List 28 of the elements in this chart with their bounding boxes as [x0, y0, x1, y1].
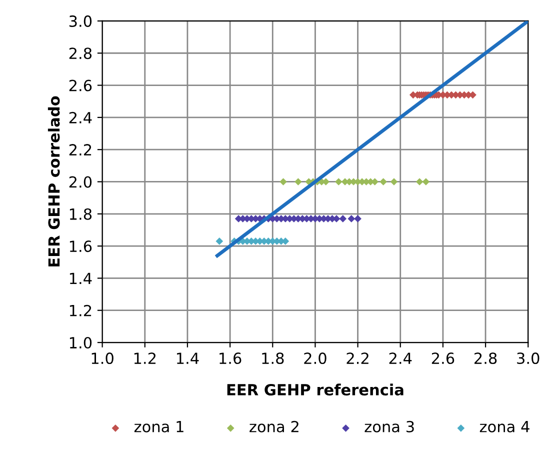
- y-axis-title: EER GEHP correlado: [48, 96, 60, 266]
- y-tick-label: 2.4: [69, 112, 92, 124]
- legend-label: zona 3: [364, 420, 414, 432]
- x-tick-label: 2.6: [432, 352, 454, 364]
- y-tick-label: 1.6: [70, 240, 92, 252]
- x-tick-label: 1.8: [262, 352, 284, 364]
- x-tick-label: 2.0: [304, 352, 326, 364]
- x-tick-label: 1.2: [134, 352, 156, 364]
- legend-label: zona 2: [250, 420, 298, 432]
- y-tick-label: 3.0: [69, 15, 92, 27]
- x-tick-label: 3.0: [517, 352, 540, 364]
- x-tick-label: 2.4: [389, 352, 412, 364]
- y-tick-label: 2.8: [69, 48, 92, 60]
- legend-label: zona 4: [480, 421, 530, 432]
- y-tick-label: 2.6: [69, 80, 92, 92]
- x-axis-title: EER GEHP referencia: [227, 384, 404, 396]
- y-tick-label: 2.0: [69, 176, 92, 188]
- x-tick-label: 1.4: [176, 352, 199, 364]
- y-tick-label: 1.2: [70, 304, 92, 316]
- x-tick-label: 1.6: [220, 352, 242, 364]
- y-tick-label: 1.4: [70, 272, 92, 284]
- legend-label: zona 1: [134, 421, 184, 432]
- y-tick-label: 1.0: [70, 336, 92, 349]
- x-tick-label: 1.0: [92, 352, 114, 364]
- y-tick-label: 1.8: [70, 208, 92, 220]
- x-tick-label: 2.2: [346, 352, 368, 364]
- x-tick-label: 2.8: [474, 352, 497, 364]
- y-tick-label: 2.2: [69, 144, 92, 156]
